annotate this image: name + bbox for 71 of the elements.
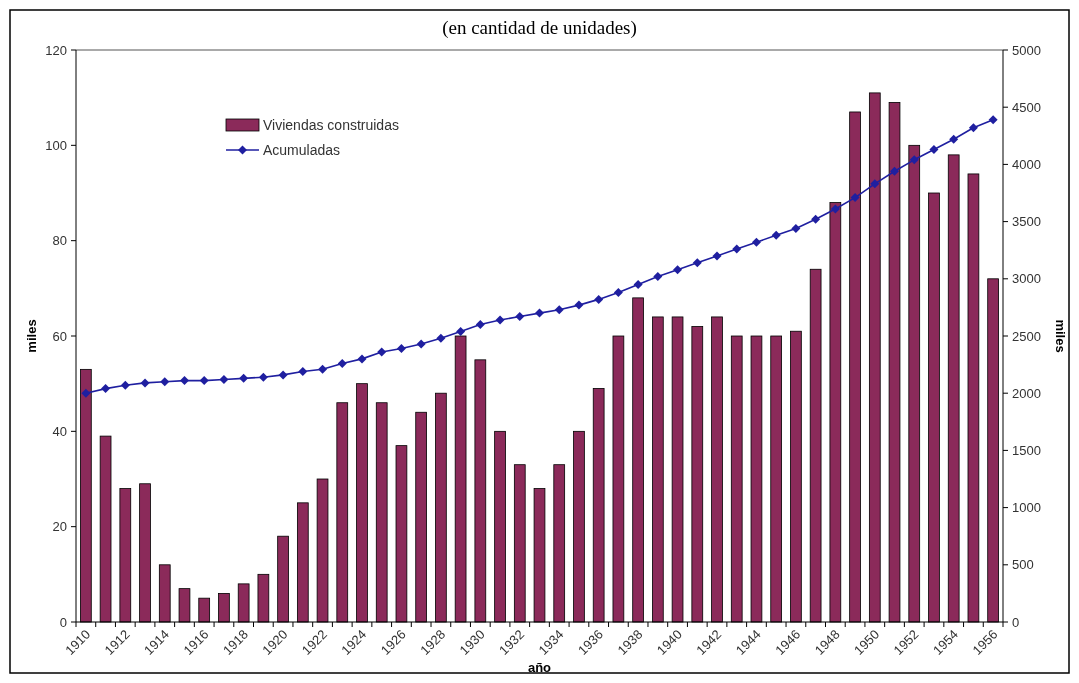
point xyxy=(909,155,919,165)
y2-tick-label: 2000 xyxy=(1012,385,1041,401)
point xyxy=(495,315,505,325)
point xyxy=(633,280,643,290)
point xyxy=(101,384,111,394)
y2-tick-label: 3500 xyxy=(1012,214,1041,230)
point xyxy=(554,305,564,315)
y-tick-label: 60 xyxy=(52,328,67,344)
y-axis-title: miles xyxy=(24,319,39,353)
point xyxy=(870,179,880,189)
y2-tick-label: 2500 xyxy=(1012,328,1041,344)
point xyxy=(692,258,702,268)
point xyxy=(160,377,170,387)
y2-tick-label: 4500 xyxy=(1012,99,1041,115)
chart-title: (en cantidad de unidades) xyxy=(442,17,637,39)
point xyxy=(278,370,288,380)
point xyxy=(751,237,761,247)
point xyxy=(337,358,347,368)
point xyxy=(515,312,525,322)
legend-label: Viviendas construidas xyxy=(263,116,399,133)
point xyxy=(258,372,268,382)
y2-tick-label: 1500 xyxy=(1012,442,1041,458)
point xyxy=(968,123,978,133)
y2-tick-label: 500 xyxy=(1012,557,1034,573)
point xyxy=(456,326,466,336)
point xyxy=(613,288,623,298)
y2-tick-label: 3000 xyxy=(1012,271,1041,287)
y-tick-label: 0 xyxy=(59,614,67,630)
point xyxy=(929,145,939,155)
point xyxy=(949,134,959,144)
point xyxy=(298,366,308,376)
y2-tick-label: 0 xyxy=(1012,614,1020,630)
point xyxy=(199,376,209,386)
y-tick-label: 80 xyxy=(52,233,67,249)
point xyxy=(890,166,900,176)
point xyxy=(594,294,604,304)
y-tick-label: 20 xyxy=(52,519,67,535)
point xyxy=(140,378,150,388)
point xyxy=(416,339,426,349)
point xyxy=(219,374,229,384)
point xyxy=(239,373,249,383)
legend-label: Acumuladas xyxy=(263,141,341,158)
point xyxy=(988,115,998,125)
y2-tick-label: 4000 xyxy=(1012,156,1041,172)
point xyxy=(436,333,446,343)
y2-axis-title: miles xyxy=(1053,319,1068,353)
x-axis-title: año xyxy=(527,660,552,675)
point xyxy=(791,223,801,233)
y2-tick-label: 1000 xyxy=(1012,500,1041,516)
point xyxy=(830,204,840,214)
point xyxy=(475,320,485,330)
point xyxy=(732,244,742,254)
point xyxy=(653,272,663,282)
y-tick-label: 100 xyxy=(45,137,67,153)
point xyxy=(712,251,722,261)
y-tick-label: 40 xyxy=(52,423,67,439)
point xyxy=(535,308,544,318)
point xyxy=(318,364,328,374)
point xyxy=(81,388,91,398)
point xyxy=(811,214,821,224)
point xyxy=(574,300,584,310)
point xyxy=(771,230,781,240)
point xyxy=(120,380,130,390)
y-tick-label: 120 xyxy=(45,42,67,58)
y2-tick-label: 5000 xyxy=(1012,42,1041,58)
point xyxy=(850,193,860,203)
point xyxy=(179,376,189,386)
point xyxy=(377,347,387,357)
point xyxy=(673,265,683,275)
point xyxy=(357,354,367,364)
point xyxy=(396,344,406,354)
